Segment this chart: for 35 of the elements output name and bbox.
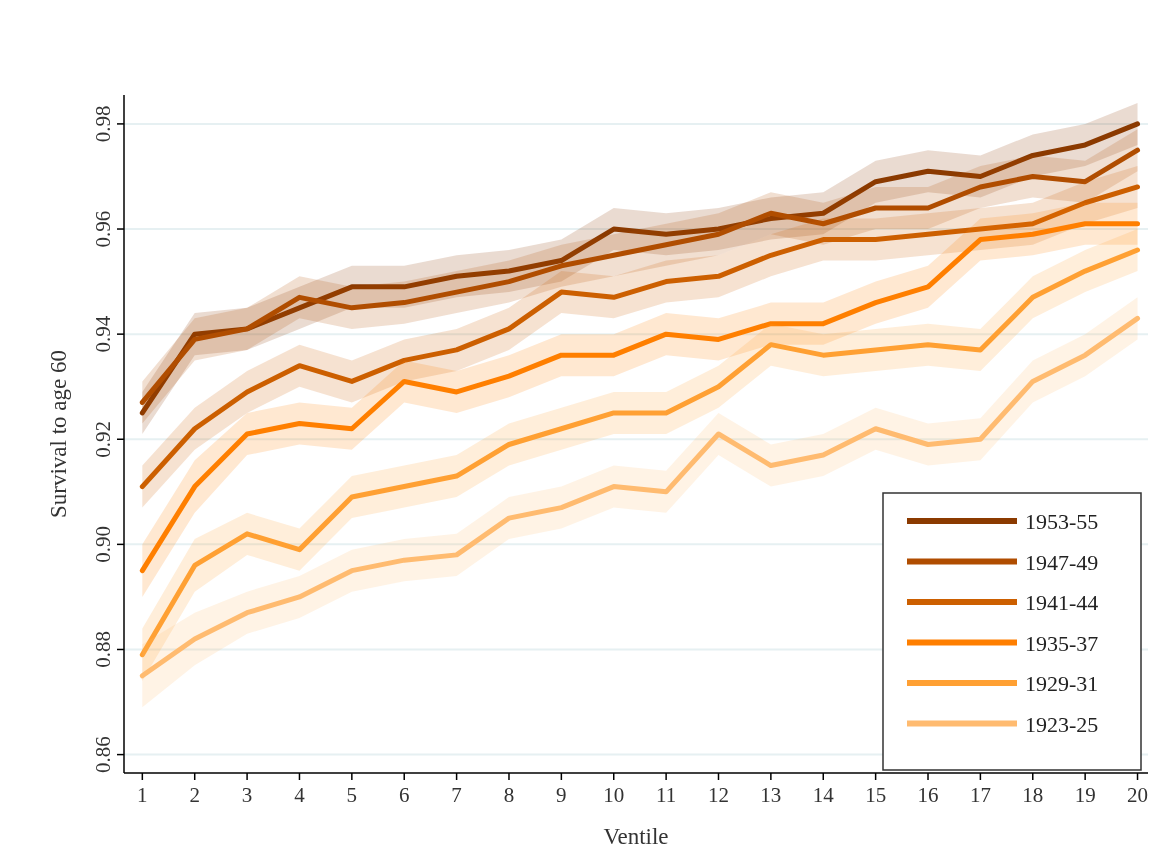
x-tick-label: 7 <box>451 783 462 807</box>
x-tick-label: 5 <box>346 783 358 807</box>
x-tick-label: 15 <box>865 783 887 807</box>
x-tick-label: 3 <box>241 783 253 807</box>
y-tick-label: 0.90 <box>91 526 115 563</box>
x-tick-label: 18 <box>1022 783 1044 807</box>
x-tick-label: 4 <box>294 783 306 807</box>
x-tick-label: 13 <box>760 783 782 807</box>
x-tick-label: 14 <box>812 783 835 807</box>
y-tick-label: 0.94 <box>91 315 115 353</box>
y-tick-label: 0.96 <box>91 210 115 248</box>
y-tick-label: 0.92 <box>91 420 115 458</box>
y-axis-title: Survival to age 60 <box>46 350 71 518</box>
x-tick-label: 17 <box>969 783 991 807</box>
y-tick-label: 0.98 <box>91 105 115 143</box>
legend-label: 1923-25 <box>1025 711 1099 737</box>
x-tick-label: 12 <box>708 783 729 807</box>
x-tick-label: 1 <box>137 783 148 807</box>
x-tick-label: 8 <box>503 783 515 807</box>
legend-label: 1929-31 <box>1025 671 1099 696</box>
x-tick-label: 20 <box>1127 783 1149 807</box>
x-axis-title: Ventile <box>603 824 669 849</box>
x-tick-label: 9 <box>556 783 567 807</box>
x-tick-label: 19 <box>1074 783 1096 807</box>
legend-label: 1947-49 <box>1025 549 1099 575</box>
x-tick-label: 2 <box>189 783 200 807</box>
x-tick-label: 6 <box>398 783 410 807</box>
x-tick-label: 11 <box>656 783 677 807</box>
legend-label: 1953-55 <box>1025 509 1099 534</box>
legend-label: 1935-37 <box>1025 630 1099 656</box>
x-tick-label: 16 <box>917 783 939 807</box>
x-tick-label: 10 <box>603 783 625 807</box>
legend-label: 1941-44 <box>1025 590 1099 615</box>
y-tick-label: 0.86 <box>91 736 115 773</box>
y-tick-label: 0.88 <box>91 631 115 668</box>
